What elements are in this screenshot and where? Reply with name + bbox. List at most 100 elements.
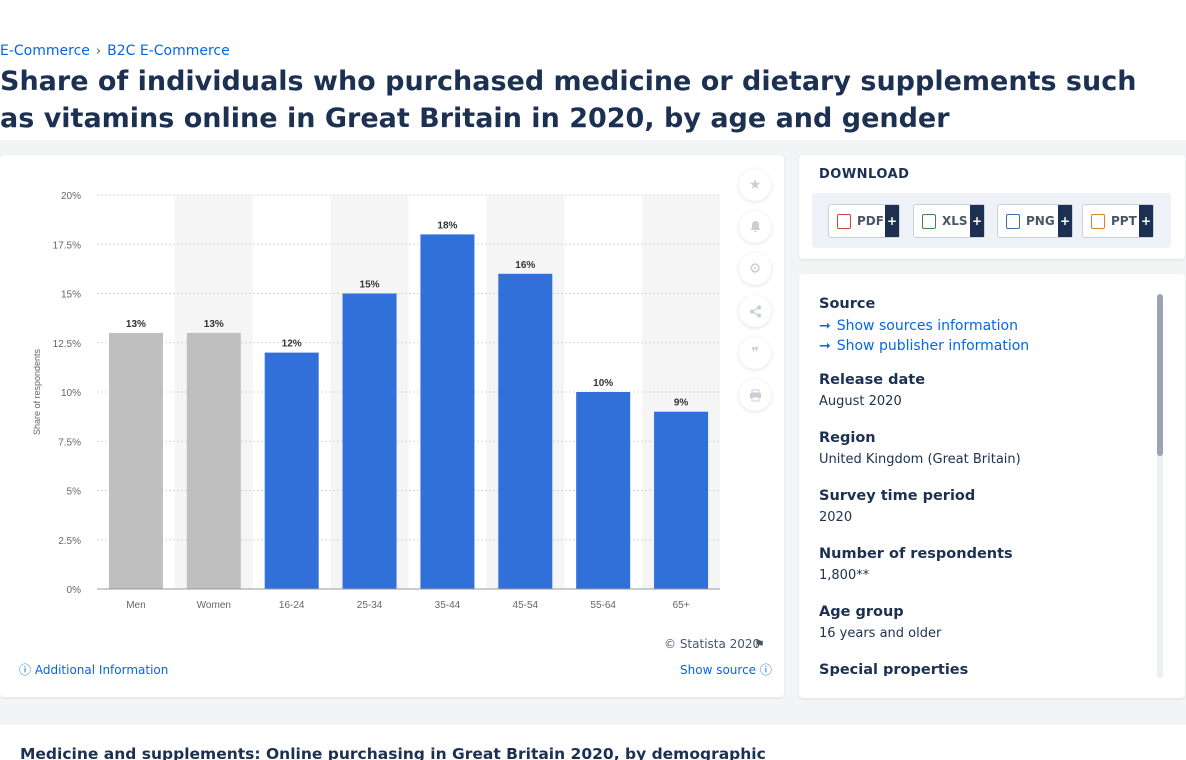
download-pdf-button[interactable]: PDF + (828, 204, 900, 238)
respondents-value: 1,800** (819, 568, 870, 583)
info-card: Source ➞ Show sources information ➞ Show… (799, 274, 1185, 698)
show-sources-label: Show sources information (836, 318, 1018, 334)
y-axis-title: Share of respondents (32, 348, 42, 435)
bar (186, 332, 241, 589)
scrollbar[interactable] (1157, 294, 1163, 678)
show-source-label: Show source (680, 663, 757, 677)
data-label: 13% (126, 319, 146, 330)
age-group-heading: Age group (819, 604, 904, 620)
chart-card: 0% 2.5% 5% 7.5% 10% 12.5% 15% 17.5% 20% Share of … (0, 155, 784, 697)
arrow-right-icon: ➞ (819, 318, 831, 334)
arrow-right-icon: ➞ (819, 338, 831, 354)
gear-icon[interactable]: ⚙ (739, 253, 771, 285)
x-tick-label: 65+ (673, 600, 690, 611)
download-png-label: PNG (1026, 214, 1055, 228)
y-tick-label: 15% (61, 290, 81, 301)
x-tick-label: Men (126, 600, 145, 611)
plus-icon: + (1139, 205, 1153, 237)
download-ppt-button[interactable]: PPT + (1082, 204, 1154, 238)
share-icon[interactable] (739, 295, 771, 327)
download-card: DOWNLOAD PDF + XLS + PNG + PPT + (799, 155, 1185, 259)
data-label: 10% (593, 378, 613, 389)
download-xls-label: XLS (942, 214, 968, 228)
page-title: Share of individuals who purchased medic… (0, 66, 1137, 134)
data-label: 13% (204, 319, 224, 330)
bar (498, 273, 553, 589)
data-label: 16% (515, 260, 535, 271)
y-tick-label: 5% (67, 487, 82, 498)
x-tick-label: 25-34 (357, 600, 383, 611)
show-publisher-label: Show publisher information (836, 338, 1030, 354)
bar (342, 293, 397, 589)
show-publisher-link[interactable]: ➞ Show publisher information (819, 338, 1159, 354)
download-ppt-label: PPT (1111, 214, 1137, 228)
data-label: 18% (437, 220, 457, 231)
bar (264, 352, 319, 589)
plus-icon: + (1058, 205, 1072, 237)
region-value: United Kingdom (Great Britain) (819, 452, 1021, 467)
survey-period-heading: Survey time period (819, 488, 976, 504)
x-tick-label: 16-24 (279, 600, 305, 611)
y-tick-label: 0% (67, 585, 82, 596)
quote-icon[interactable]: ❞ (739, 337, 771, 369)
related-section: Medicine and supplements: Online purchas… (0, 725, 1186, 760)
header-background (0, 0, 1186, 140)
breadcrumb-link-ecommerce[interactable]: E-Commerce (0, 43, 90, 59)
source-heading: Source (819, 296, 876, 312)
data-label: 15% (360, 280, 380, 291)
x-tick-label: 55-64 (590, 600, 616, 611)
x-tick-label: Women (197, 600, 231, 611)
info-scroll-area[interactable]: Source ➞ Show sources information ➞ Show… (819, 296, 1159, 676)
bar (576, 392, 631, 589)
additional-information-label: Additional Information (34, 663, 169, 677)
download-png-button[interactable]: PNG + (997, 204, 1073, 238)
related-title[interactable]: Medicine and supplements: Online purchas… (20, 745, 766, 760)
y-tick-label: 20% (61, 191, 81, 202)
breadcrumb: E-Commerce › B2C E-Commerce (0, 43, 230, 59)
data-label: 12% (282, 339, 302, 350)
star-icon[interactable]: ★ (739, 169, 771, 201)
print-icon[interactable] (739, 379, 771, 411)
show-source-link[interactable]: Show source ⓘ (680, 661, 772, 678)
plus-icon: + (970, 205, 984, 237)
bar (654, 411, 709, 589)
y-tick-label: 10% (61, 388, 81, 399)
bar-chart: 0% 2.5% 5% 7.5% 10% 12.5% 15% 17.5% 20% Share of … (32, 191, 720, 611)
x-tick-label: 45-54 (513, 600, 539, 611)
ppt-file-icon (1091, 213, 1105, 229)
region-heading: Region (819, 430, 876, 446)
y-tick-label: 17.5% (53, 240, 81, 251)
release-date-heading: Release date (819, 372, 926, 388)
download-pdf-label: PDF (857, 214, 884, 228)
scrollbar-thumb[interactable] (1157, 294, 1163, 456)
y-tick-label: 2.5% (58, 536, 81, 547)
flag-icon[interactable]: ⚑ (754, 637, 765, 651)
breadcrumb-separator: › (95, 43, 102, 59)
xls-file-icon (922, 213, 936, 229)
download-area: PDF + XLS + PNG + PPT + (812, 193, 1171, 248)
special-properties-heading: Special properties (819, 662, 969, 676)
respondents-heading: Number of respondents (819, 546, 1013, 562)
age-group-value: 16 years and older (819, 626, 942, 641)
info-icon: ⓘ (19, 663, 32, 677)
bell-icon[interactable] (739, 211, 771, 243)
show-sources-link[interactable]: ➞ Show sources information (819, 318, 1159, 334)
release-date-value: August 2020 (819, 394, 902, 409)
y-tick-label: 12.5% (53, 339, 81, 350)
download-title: DOWNLOAD (819, 167, 910, 182)
bar (420, 234, 475, 589)
plus-icon: + (885, 205, 899, 237)
data-label: 9% (674, 398, 689, 409)
download-xls-button[interactable]: XLS + (913, 204, 985, 238)
breadcrumb-link-b2c[interactable]: B2C E-Commerce (107, 43, 230, 59)
info-icon: ⓘ (759, 663, 772, 677)
bar (108, 332, 163, 589)
pdf-file-icon (837, 213, 851, 229)
additional-information-link[interactable]: ⓘ Additional Information (19, 661, 168, 678)
x-tick-label: 35-44 (435, 600, 461, 611)
copyright-text: © Statista 2020 (664, 637, 761, 651)
survey-period-value: 2020 (819, 510, 853, 525)
y-tick-label: 7.5% (58, 437, 81, 448)
png-file-icon (1006, 213, 1020, 229)
chart-tools: ★ ⚙ ❞ (739, 169, 771, 421)
